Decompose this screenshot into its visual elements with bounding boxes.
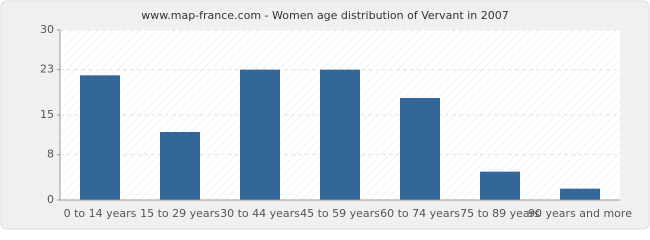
bar: [480, 171, 520, 200]
y-tick-label: 15: [40, 108, 54, 121]
x-tick-label: 60 to 74 years: [380, 207, 460, 220]
y-tick-label: 8: [47, 148, 54, 161]
bar: [400, 98, 440, 200]
x-tick-label: 0 to 14 years: [64, 207, 137, 220]
x-tick-label: 75 to 89 years: [460, 207, 540, 220]
x-tick-label: 30 to 44 years: [220, 207, 300, 220]
bar: [320, 69, 360, 201]
y-tick-label: 23: [40, 63, 54, 76]
bar: [80, 75, 120, 200]
bar: [240, 69, 280, 201]
bar: [160, 132, 200, 200]
chart: www.map-france.com - Women age distribut…: [0, 0, 650, 230]
chart-title: www.map-france.com - Women age distribut…: [141, 9, 508, 22]
y-tick-label: 0: [47, 193, 54, 206]
bar: [560, 188, 600, 200]
y-tick-label: 30: [40, 23, 54, 36]
x-tick-label: 45 to 59 years: [300, 207, 380, 220]
x-tick-label: 90 years and more: [528, 207, 632, 220]
x-tick-label: 15 to 29 years: [140, 207, 220, 220]
